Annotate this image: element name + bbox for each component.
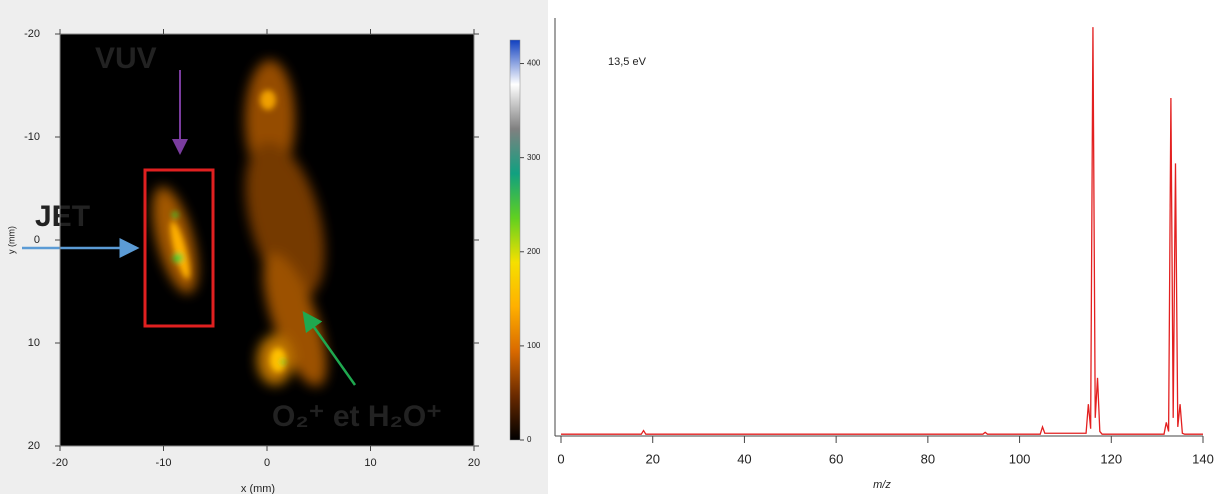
spectrum-line [561, 27, 1203, 435]
jet-box [143, 168, 215, 328]
x-axis-label: x (mm) [241, 483, 275, 494]
x-tick-label: 20 [645, 451, 659, 466]
annotation: VUV [95, 42, 157, 75]
colorbar-tick-label: 400 [527, 59, 541, 68]
ion-image [152, 60, 327, 387]
x-tick-label: 100 [1009, 451, 1031, 466]
y-tick-label: 10 [28, 337, 40, 349]
annotation: 13,5 eV [608, 56, 647, 68]
annotation: O₂⁺ et H₂O⁺ [272, 400, 442, 433]
y-axis-label: y (mm) [6, 226, 16, 254]
y-tick-label: 20 [28, 440, 40, 452]
x-tick-label: 60 [829, 451, 843, 466]
x-tick-label: 0 [264, 457, 270, 469]
colorbar-tick-label: 200 [527, 247, 541, 256]
x-tick-label: 40 [737, 451, 751, 466]
x-tick-label: 120 [1100, 451, 1122, 466]
ion-arrow [302, 310, 357, 386]
x-tick-label: 80 [921, 451, 935, 466]
y-tick-label: -20 [24, 28, 40, 40]
x-tick-label: 0 [557, 451, 564, 466]
x-tick-label: 140 [1192, 451, 1214, 466]
colorbar-tick-label: 300 [527, 153, 541, 162]
colorbar [509, 39, 521, 441]
x-tick-label: -10 [156, 457, 172, 469]
x-tick-label: 10 [364, 457, 376, 469]
y-tick-label: 0 [34, 234, 40, 246]
y-tick-label: -10 [24, 131, 40, 143]
x-tick-label: 20 [468, 457, 480, 469]
colorbar-tick-label: 0 [527, 435, 532, 444]
x-axis-label: m/z [873, 479, 891, 491]
annotation: JET [35, 200, 90, 233]
colorbar-tick-label: 100 [527, 341, 541, 350]
x-tick-label: -20 [52, 457, 68, 469]
